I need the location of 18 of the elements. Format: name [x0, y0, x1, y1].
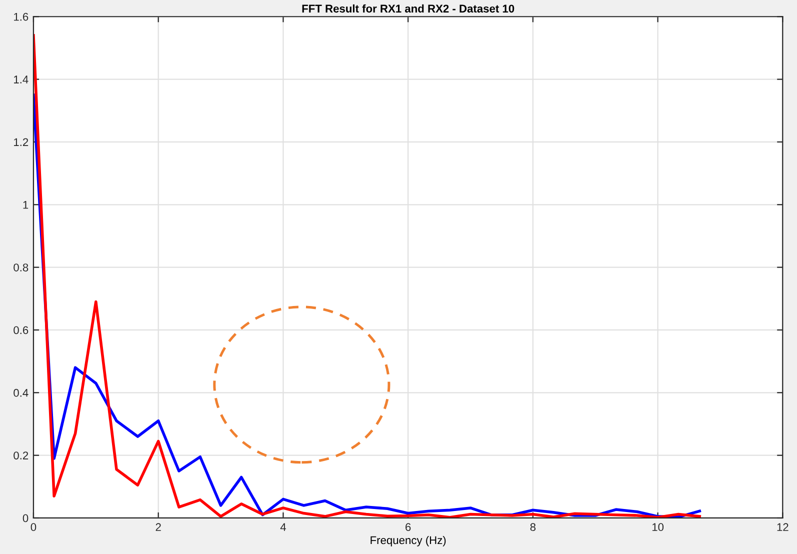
x-tick-label: 10 [652, 523, 664, 532]
y-tick-label: 0.8 [14, 264, 28, 272]
x-tick-label: 4 [280, 523, 286, 531]
x-tick-label: 2 [156, 523, 161, 531]
x-tick-label: 0 [30, 523, 36, 532]
y-tick-label: 0.6 [14, 326, 28, 334]
y-tick-label: 1.2 [14, 138, 28, 146]
x-tick-label: 12 [777, 523, 788, 531]
y-tick-label: 0 [22, 514, 28, 522]
y-tick-label: 0.4 [14, 388, 28, 397]
y-tick-label: 0.2 [14, 452, 28, 460]
y-tick-label: 1.4 [14, 76, 28, 84]
x-tick-label: 8 [530, 523, 536, 532]
y-tick-label: 1 [23, 201, 28, 209]
chart-title: FFT Result for RX1 and RX2 - Dataset 10 [302, 4, 514, 13]
x-tick-label: 6 [406, 523, 411, 532]
y-tick-label: 1.6 [14, 12, 28, 21]
x-axis-title: Frequency (Hz) [370, 536, 446, 546]
